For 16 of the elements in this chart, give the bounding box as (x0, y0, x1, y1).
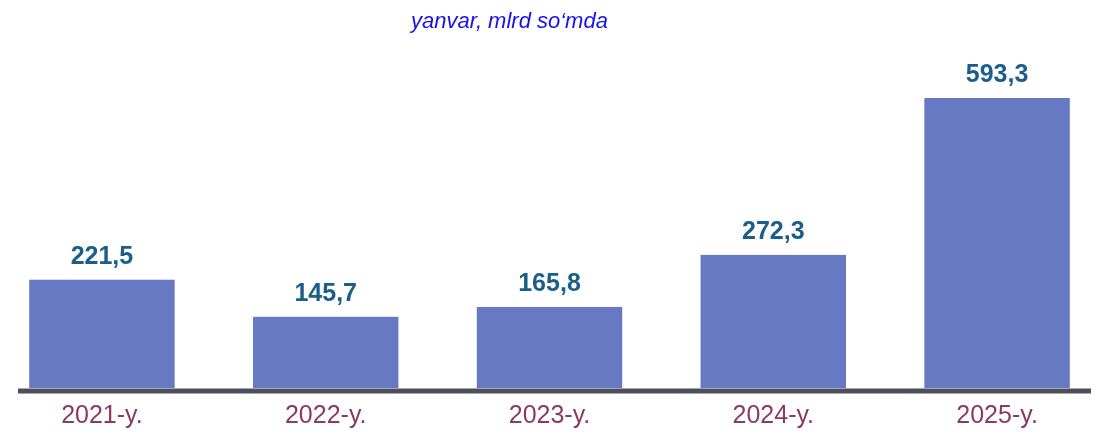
data-label: 593,3 (965, 59, 1029, 87)
data-label: 165,8 (518, 267, 581, 296)
x-tick-label: 2022-y. (284, 400, 367, 428)
bar (924, 98, 1070, 388)
bar (252, 316, 399, 388)
x-tick-label: 2025-y. (956, 400, 1038, 428)
data-label: 272,3 (742, 215, 805, 244)
data-label: 221,5 (70, 240, 134, 269)
x-tick-label: 2021-y. (61, 400, 143, 428)
x-tick-label: 2024-y. (732, 400, 815, 428)
bar (29, 279, 175, 388)
bar (700, 254, 847, 388)
x-tick-label: 2023-y. (508, 400, 591, 428)
chart-subtitle: yanvar, mlrd so‘mda (409, 8, 608, 33)
bar (476, 306, 623, 388)
data-label: 145,7 (294, 277, 357, 306)
